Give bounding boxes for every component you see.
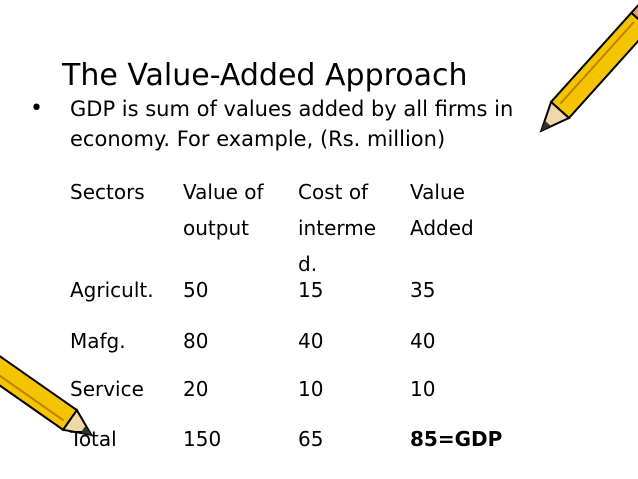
bullet-text: GDP is sum of values added by all firms … <box>70 97 514 151</box>
table-cell: 65 <box>298 427 324 451</box>
header-cell: d. <box>298 252 318 276</box>
bullet-marker: • <box>30 96 43 121</box>
header-cell: Added <box>410 216 474 240</box>
pencil-bottom-left <box>0 351 94 437</box>
table-cell: 10 <box>298 377 324 401</box>
table-cell: Service <box>70 377 144 401</box>
table-cell: 10 <box>410 377 436 401</box>
header-cell: Value <box>410 180 465 204</box>
table-cell: Mafg. <box>70 329 126 353</box>
header-cell: output <box>183 216 249 240</box>
table-cell: 150 <box>183 427 222 451</box>
title: The Value-Added Approach <box>62 58 468 93</box>
pencil-top-right <box>539 0 638 133</box>
header-cell: Value of <box>183 180 264 204</box>
table-cell: 50 <box>183 278 209 302</box>
table-cell: 40 <box>298 329 324 353</box>
table-cell: Agricult. <box>70 278 154 302</box>
table-cell: 40 <box>410 329 436 353</box>
table-cell: 20 <box>183 377 209 401</box>
header-cell: interme <box>298 216 377 240</box>
header-cell: Cost of <box>298 180 369 204</box>
table-cell: Total <box>70 427 117 451</box>
table-cell: 80 <box>183 329 209 353</box>
table-cell: 15 <box>298 278 324 302</box>
header-cell: Sectors <box>70 180 145 204</box>
table-cell: 85=GDP <box>410 427 503 451</box>
table-cell: 35 <box>410 278 436 302</box>
